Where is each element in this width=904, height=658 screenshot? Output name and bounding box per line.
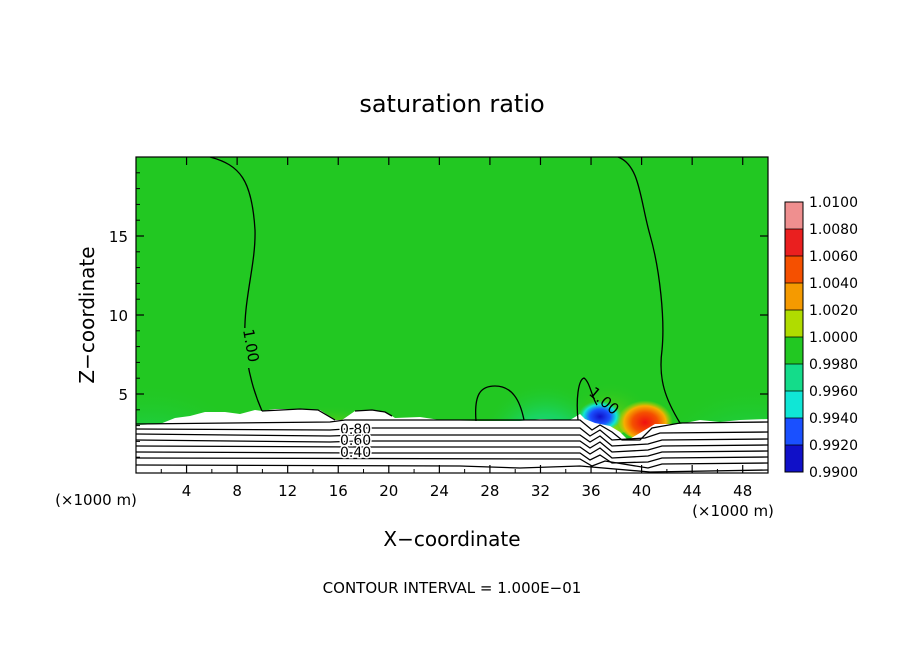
colorbar-swatch (785, 364, 803, 392)
x-unit-label-left: (×1000 m) (55, 491, 137, 509)
contour-0-60 (136, 445, 768, 459)
contour-wiggle-2 (354, 409, 393, 417)
y-axis: 5 10 15 (109, 172, 768, 458)
colorbar-label: 1.0100 (809, 195, 858, 211)
y-axis-label: Z−coordinate (75, 246, 99, 383)
contour-label-1: 1.00 (239, 328, 263, 364)
y-tick-label: 5 (118, 386, 128, 404)
colorbar-swatch (785, 445, 803, 473)
plot-area: 1.00 1.00 0.80 0.60 0.40 (136, 157, 768, 473)
contour-0-90 (136, 427, 768, 441)
contour-1-00-left (209, 157, 263, 412)
colorbar-swatch (785, 229, 803, 257)
colorbar-label: 0.9940 (809, 411, 858, 427)
contour-label-5: 0.40 (340, 445, 371, 461)
x-tick-label: 40 (632, 482, 651, 500)
contour-1-00-small (576, 377, 598, 421)
contour-0-80 (136, 433, 768, 447)
contour-cloud-base (136, 419, 768, 441)
x-tick-label: 4 (182, 482, 192, 500)
colorbar-swatch (785, 256, 803, 284)
label-mask-1 (238, 328, 266, 368)
x-tick-label: 24 (430, 482, 449, 500)
y-tick-label: 15 (109, 228, 128, 246)
colorbar: 1.0100 1.0080 1.0060 1.0040 1.0020 1.0000 0.99… (784, 195, 858, 481)
contour-1-00-right (617, 157, 681, 424)
x-tick-label: 48 (733, 482, 752, 500)
x-tick-label: 12 (278, 482, 297, 500)
colorbar-label: 0.9920 (809, 438, 858, 454)
colorbar-swatch (785, 202, 803, 230)
x-unit-label-right: (×1000 m) (692, 502, 774, 520)
chart-title: saturation ratio (359, 90, 544, 118)
x-tick-label: 20 (379, 482, 398, 500)
contour-label-4: 0.60 (340, 433, 371, 449)
colorbar-label: 1.0080 (809, 222, 858, 238)
contour-1-00-bump (474, 385, 525, 422)
contour-wiggle-1 (261, 408, 336, 421)
x-tick-label: 32 (531, 482, 550, 500)
x-tick-label: 44 (683, 482, 702, 500)
colorbar-label: 0.9980 (809, 357, 858, 373)
colorbar-label: 1.0020 (809, 303, 858, 319)
colorbar-swatch (785, 310, 803, 338)
contour-0-30 (136, 464, 768, 473)
contour-lines (136, 157, 768, 473)
colorbar-label: 0.9900 (809, 465, 858, 481)
colorbar-label: 1.0040 (809, 276, 858, 292)
contour-0-70 (136, 439, 768, 453)
colorbar-label: 1.0000 (809, 330, 858, 346)
colorbar-swatch (785, 283, 803, 311)
contour-0-40 (136, 457, 768, 469)
colorbar-label: 0.9960 (809, 384, 858, 400)
colorbar-label: 1.0060 (809, 249, 858, 265)
x-tick-label: 28 (480, 482, 499, 500)
x-tick-label: 8 (232, 482, 242, 500)
x-tick-label: 36 (581, 482, 600, 500)
y-tick-label: 10 (109, 307, 128, 325)
contour-interval-note: CONTOUR INTERVAL = 1.000E−01 (323, 579, 582, 597)
x-tick-label: 16 (329, 482, 348, 500)
contour-label-3: 0.80 (340, 422, 371, 438)
x-axis-label: X−coordinate (383, 527, 520, 551)
contour-0-50 (136, 451, 768, 464)
x-axis: 4 8 12 16 20 24 28 32 36 40 44 48 (160, 157, 752, 500)
colorbar-swatch (785, 337, 803, 365)
colorbar-swatch (785, 418, 803, 446)
colorbar-swatch (785, 391, 803, 419)
